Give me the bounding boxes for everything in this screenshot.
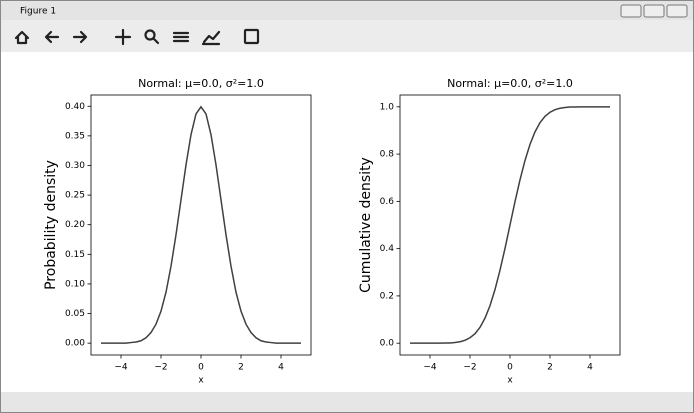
- pan-button[interactable]: [114, 28, 132, 46]
- zoom-button[interactable]: [144, 29, 160, 45]
- y-tick-label: 0.00: [65, 339, 85, 349]
- save-button[interactable]: [243, 28, 260, 45]
- y-tick-label: 0.15: [65, 250, 85, 260]
- y-tick-label: 0.35: [65, 131, 85, 141]
- x-tick-label: −4: [114, 363, 128, 373]
- x-tick-label: 4: [278, 363, 284, 373]
- title-bar: [1, 1, 693, 20]
- status-bar: [1, 392, 693, 412]
- data-line: [410, 106, 610, 344]
- y-tick-label: 0.40: [65, 102, 85, 112]
- configure-button[interactable]: [172, 31, 190, 43]
- back-button[interactable]: [44, 30, 60, 44]
- y-tick-label: 0.25: [65, 191, 85, 201]
- data-line: [101, 105, 301, 344]
- maximize-button[interactable]: [643, 4, 665, 18]
- toolbar: [1, 20, 693, 52]
- forward-button[interactable]: [72, 30, 88, 44]
- window-title: Figure 1: [20, 7, 56, 17]
- edit-button[interactable]: [201, 30, 221, 46]
- y-tick-label: 0.8: [380, 150, 395, 160]
- toolbar-icons: [14, 28, 260, 46]
- window-buttons[interactable]: [620, 4, 688, 18]
- x-tick-label: 2: [547, 363, 553, 373]
- x-tick-label: −4: [423, 363, 437, 373]
- chart-title: Normal: μ=0.0, σ²=1.0: [138, 77, 264, 90]
- x-tick-label: 4: [587, 363, 593, 373]
- y-tick-label: 0.10: [65, 279, 85, 289]
- y-tick-label: 0.30: [65, 161, 85, 171]
- zoom-lens: [144, 29, 156, 41]
- y-tick-label: 0.6: [380, 197, 395, 207]
- y-tick-label: 0.0: [380, 339, 395, 349]
- figure-canvas: [1, 52, 693, 392]
- x-tick-label: −2: [463, 363, 476, 373]
- y-tick-label: 0.20: [65, 220, 85, 230]
- x-tick-label: 0: [198, 363, 204, 373]
- y-axis-label: Cumulative density: [358, 157, 374, 293]
- close-button[interactable]: [666, 4, 688, 18]
- x-tick-label: −2: [154, 363, 167, 373]
- y-axis-label: Probability density: [43, 160, 59, 290]
- y-tick-label: 0.05: [65, 309, 85, 319]
- home-button[interactable]: [14, 30, 30, 45]
- x-tick-label: 0: [507, 363, 513, 373]
- minimize-button[interactable]: [620, 4, 642, 18]
- x-axis-label: x: [198, 376, 204, 386]
- zoom-handle: [152, 37, 160, 45]
- x-tick-label: 2: [238, 363, 244, 373]
- chart-title: Normal: μ=0.0, σ²=1.0: [447, 77, 573, 90]
- y-tick-label: 0.4: [380, 244, 395, 254]
- x-axis-label: x: [507, 376, 513, 386]
- y-tick-label: 1.0: [380, 102, 395, 112]
- y-tick-label: 0.2: [380, 291, 394, 301]
